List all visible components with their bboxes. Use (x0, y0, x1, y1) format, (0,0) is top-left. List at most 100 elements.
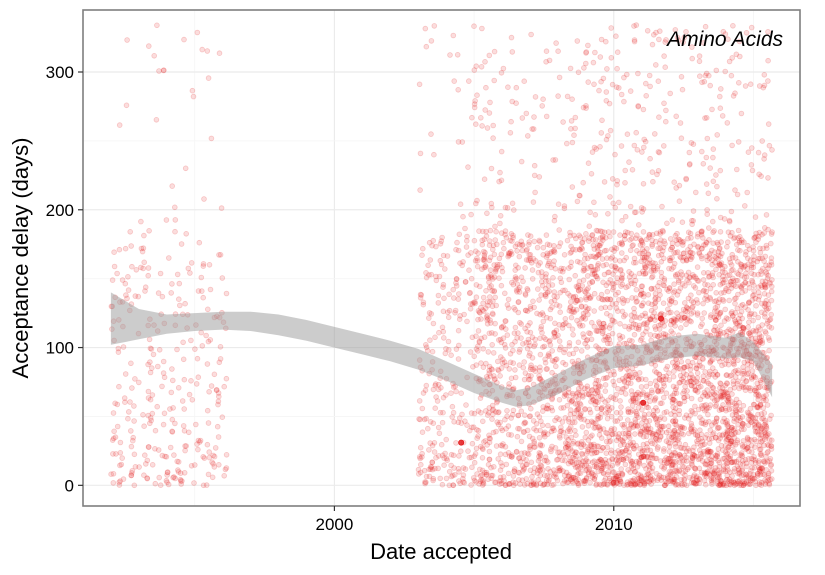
data-point (630, 397, 636, 404)
data-point (494, 358, 501, 365)
data-point (555, 201, 562, 208)
data-point (507, 350, 514, 357)
data-point (536, 237, 543, 244)
data-point (181, 376, 188, 383)
data-point (484, 125, 491, 131)
data-point (188, 337, 194, 344)
data-point (566, 472, 572, 478)
data-point (441, 455, 447, 461)
data-point (714, 425, 721, 432)
data-point (585, 79, 591, 85)
data-point (598, 130, 605, 136)
data-point (543, 477, 550, 484)
data-point (515, 469, 522, 476)
data-point (579, 239, 586, 246)
data-point (641, 416, 647, 422)
data-point (538, 269, 545, 275)
data-point (162, 453, 168, 460)
data-point (195, 437, 202, 444)
data-point (625, 406, 631, 412)
data-point (183, 443, 190, 449)
data-point (498, 282, 505, 289)
data-point (623, 254, 629, 261)
data-point (592, 212, 599, 218)
data-point (584, 265, 591, 271)
data-point (679, 219, 686, 226)
data-point (740, 482, 747, 489)
data-point (723, 287, 729, 294)
data-point (744, 371, 751, 378)
data-point (544, 459, 551, 465)
data-point (466, 454, 473, 461)
data-point (206, 388, 212, 395)
data-point (752, 428, 759, 435)
data-point (502, 416, 508, 423)
data-point (686, 162, 693, 168)
data-point (553, 474, 559, 481)
data-point (168, 389, 175, 396)
data-point (538, 292, 544, 298)
data-point (728, 281, 734, 288)
data-point (455, 87, 462, 93)
data-point (491, 262, 498, 268)
data-point (527, 306, 534, 312)
data-point (706, 371, 713, 378)
data-point (126, 409, 132, 415)
data-point (564, 402, 571, 409)
data-point (505, 470, 512, 477)
data-point (483, 360, 489, 367)
data-point (700, 300, 706, 307)
data-point (147, 369, 154, 376)
data-point (640, 144, 647, 151)
data-point (195, 374, 202, 381)
data-point (536, 372, 542, 379)
data-point (708, 457, 715, 464)
data-point (532, 365, 539, 371)
data-point (182, 165, 189, 172)
data-point (199, 343, 206, 349)
data-point (658, 315, 665, 322)
data-point (545, 478, 552, 485)
data-point (495, 409, 502, 415)
data-point (554, 415, 560, 421)
data-point (472, 299, 478, 305)
data-point (498, 442, 504, 449)
data-point (578, 303, 585, 310)
data-point (613, 84, 620, 90)
data-point (155, 447, 162, 453)
data-point (425, 315, 432, 321)
data-point (574, 317, 580, 324)
data-point (501, 359, 508, 366)
data-point (672, 299, 679, 306)
data-point (591, 458, 597, 465)
data-point (455, 342, 462, 349)
data-point (460, 465, 467, 471)
data-point (726, 272, 733, 278)
data-point (644, 391, 651, 398)
data-point (426, 272, 432, 278)
data-point (477, 395, 484, 401)
data-point (537, 450, 544, 457)
data-point (507, 248, 514, 255)
data-point (761, 72, 768, 78)
data-point (470, 424, 477, 431)
data-point (544, 262, 551, 269)
data-point (479, 445, 486, 451)
data-point (521, 428, 527, 435)
data-point (521, 78, 527, 84)
data-point (481, 257, 488, 264)
data-point (471, 104, 478, 111)
data-point (555, 465, 562, 472)
data-point (219, 414, 226, 421)
data-point (713, 172, 719, 178)
data-point (564, 93, 571, 100)
data-point (640, 106, 647, 113)
data-point (765, 78, 771, 84)
data-point (571, 451, 578, 457)
data-point (478, 409, 484, 416)
data-point (167, 406, 173, 412)
data-point (507, 480, 513, 487)
data-point (756, 83, 763, 89)
data-point (728, 479, 735, 486)
data-point (525, 451, 532, 458)
